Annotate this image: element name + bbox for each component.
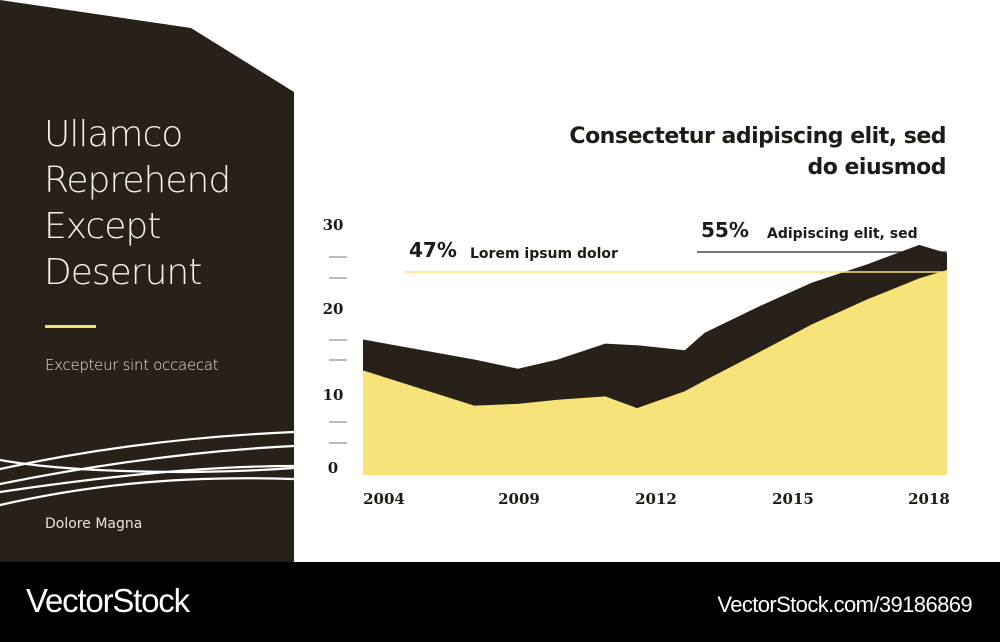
x-tick-label: 2004 — [363, 490, 405, 508]
area-series-2 — [363, 270, 947, 475]
accent-rule — [45, 325, 96, 328]
annotation-value: 55% — [701, 218, 749, 242]
x-tick-label: 2018 — [908, 490, 950, 508]
y-tick-label: 30 — [323, 216, 344, 234]
x-tick-label: 2015 — [772, 490, 814, 508]
chart-title-line: Consectetur adipiscing elit, sed — [569, 124, 946, 149]
y-tick-label: 10 — [323, 386, 344, 404]
side-subtitle: Excepteur sint occaecat — [45, 356, 219, 374]
side-title: Ullamco Reprehend Except Deserunt — [44, 112, 294, 296]
annotation-label: Adipiscing elit, sed — [767, 226, 918, 242]
side-panel-shape — [0, 0, 294, 562]
decorative-line — [0, 477, 296, 507]
chart-title: Consectetur adipiscing elit, sed do eius… — [526, 121, 946, 183]
decorative-line — [0, 458, 296, 474]
side-panel — [0, 0, 296, 562]
y-tick-label: 0 — [328, 459, 338, 477]
side-title-line: Deserunt — [44, 252, 202, 293]
decorative-line — [0, 430, 296, 471]
x-tick-label: 2012 — [635, 490, 677, 508]
area-chart: 30 20 10 0 2004 2009 2012 2015 2018 47% Lorem ipsu… — [323, 216, 950, 508]
image-credit: VectorStock.com/39186869 — [717, 592, 972, 617]
annotation-label: Lorem ipsum dolor — [470, 246, 618, 262]
decorative-line — [0, 444, 296, 486]
decorative-lines — [0, 430, 296, 507]
footer-bar: VectorStock VectorStock.com/39186869 — [0, 562, 1000, 642]
x-tick-label: 2009 — [498, 490, 540, 508]
side-title-line: Except — [44, 206, 161, 247]
y-tick-label: 20 — [323, 300, 344, 318]
brand-logo: VectorStock — [26, 582, 190, 619]
annotation-value: 47% — [409, 238, 457, 262]
side-footer-label: Dolore Magna — [45, 516, 143, 532]
side-title-line: Reprehend — [44, 160, 231, 201]
side-title-line: Ullamco — [44, 114, 183, 155]
chart-title-line: do eiusmod — [807, 155, 946, 180]
